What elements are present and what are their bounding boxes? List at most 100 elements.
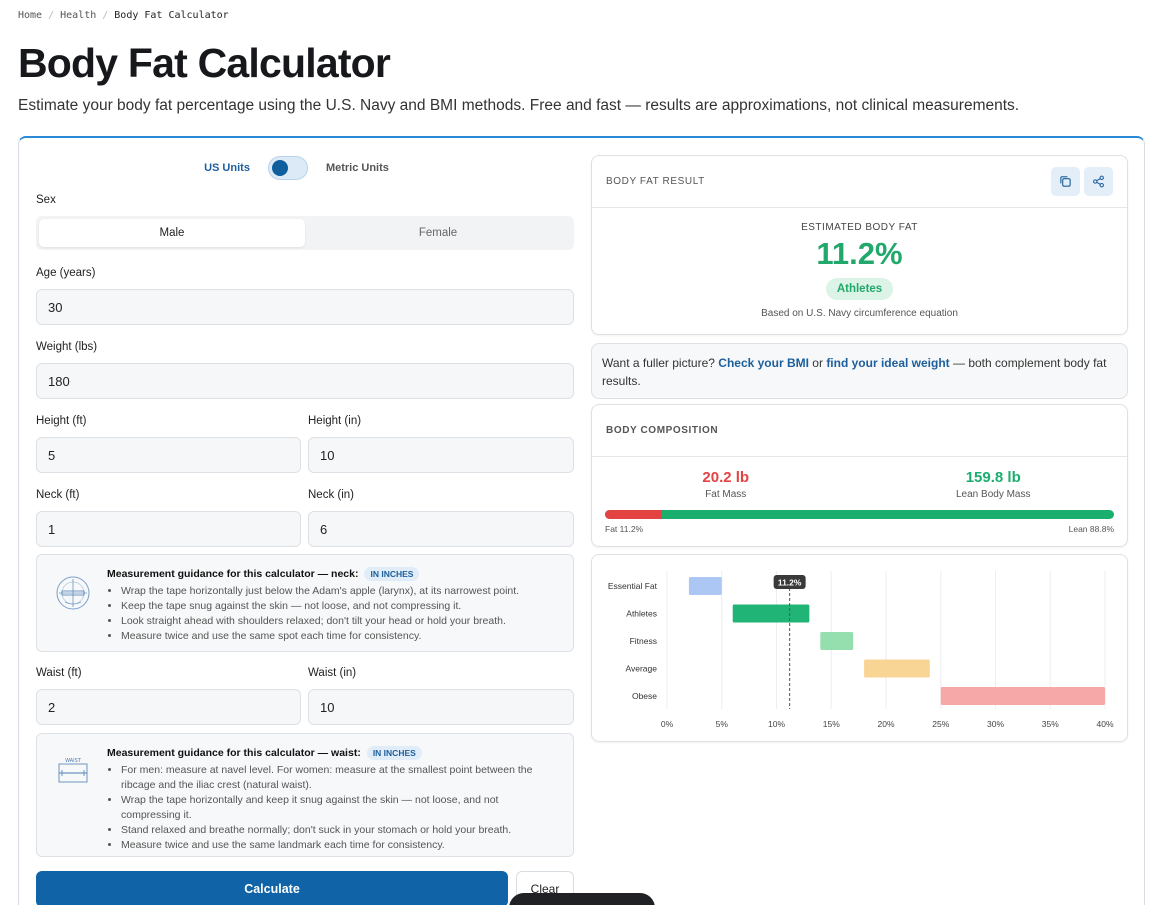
height-ft-input[interactable]: 5 [36, 437, 301, 473]
waist-icon-text: WAIST [65, 758, 82, 764]
fat-bar-fill [605, 510, 662, 519]
floating-toolbar[interactable] [509, 893, 655, 905]
breadcrumb-health[interactable]: Health [60, 10, 97, 21]
waist-guidance-list: For men: measure at navel level. For wom… [107, 763, 559, 853]
calculator-card: US Units Metric Units Sex Male Female Ag… [18, 136, 1145, 905]
related-tools-hint: Want a fuller picture? Check your BMI or… [591, 343, 1128, 399]
toggle-knob [271, 160, 288, 176]
weight-input[interactable]: 180 [36, 363, 574, 399]
x-tick-label: 5% [716, 719, 729, 729]
waist-ft-label: Waist (ft) [36, 667, 82, 679]
result-body: ESTIMATED BODY FAT 11.2% Athletes Based … [592, 208, 1127, 319]
sex-option-male[interactable]: Male [39, 219, 305, 247]
calculate-button[interactable]: Calculate [36, 871, 508, 905]
estimated-label: ESTIMATED BODY FAT [801, 222, 918, 233]
fat-mass-value: 20.2 lb [702, 469, 750, 486]
category-label: Obese [632, 691, 657, 701]
waist-in-label: Waist (in) [308, 667, 357, 679]
composition-values: 20.2 lb Fat Mass 159.8 lb Lean Body Mass [592, 457, 1127, 500]
list-item: Look straight ahead with shoulders relax… [121, 614, 559, 629]
hint-middle: or [808, 356, 827, 370]
category-label: Average [625, 664, 657, 674]
range-bar [688, 577, 722, 595]
page-title: Body Fat Calculator [18, 40, 391, 86]
list-item: Stand relaxed and breathe normally; don'… [121, 823, 559, 838]
ideal-weight-link[interactable]: find your ideal weight [826, 356, 950, 370]
sex-label: Sex [36, 194, 56, 206]
range-bar [820, 632, 854, 650]
neck-measure-icon [56, 576, 90, 610]
sex-selector: Male Female [36, 216, 574, 250]
page-subtitle: Estimate your body fat percentage using … [18, 97, 1020, 114]
age-label: Age (years) [36, 267, 96, 279]
composition-panel: BODY COMPOSITION 20.2 lb Fat Mass 159.8 … [591, 404, 1128, 547]
neck-ft-label: Neck (ft) [36, 489, 80, 501]
x-tick-label: 40% [1096, 719, 1113, 729]
share-button[interactable] [1084, 167, 1113, 196]
range-bar [940, 687, 1105, 705]
bmi-link[interactable]: Check your BMI [718, 356, 809, 370]
copy-icon [1060, 176, 1071, 187]
category-chart-panel: 0% 5% 10% 15% 20% 25% 30% 35% 40% Essential Fat At… [591, 554, 1128, 742]
result-actions [1051, 167, 1113, 196]
waist-guidance-heading: Measurement guidance for this calculator… [107, 747, 361, 759]
waist-unit-badge: IN INCHES [366, 746, 422, 760]
neck-in-label: Neck (in) [308, 489, 355, 501]
x-tick-label: 15% [823, 719, 840, 729]
list-item: Keep the tape snug against the skin — no… [121, 599, 559, 614]
sex-option-female[interactable]: Female [418, 227, 458, 239]
fat-mass-label: Fat Mass [705, 489, 747, 500]
category-label: Athletes [626, 609, 657, 619]
waist-guidance: WAIST Measurement guidance for this calc… [36, 733, 574, 857]
waist-measure-icon: WAIST [58, 758, 88, 783]
age-input[interactable]: 30 [36, 289, 574, 325]
neck-ft-input[interactable]: 1 [36, 511, 301, 547]
category-label: Essential Fat [608, 581, 658, 591]
result-marker-label: 11.2% [778, 578, 802, 588]
result-title: BODY FAT RESULT [606, 176, 705, 187]
composition-legend: Fat 11.2% Lean 88.8% [605, 524, 1114, 534]
breadcrumb-home[interactable]: Home [18, 10, 43, 21]
x-tick-label: 10% [768, 719, 785, 729]
result-header: BODY FAT RESULT [592, 156, 1127, 208]
body-fat-value: 11.2% [816, 236, 903, 271]
hint-suffix: — both complement body fat results. [602, 356, 1107, 388]
x-tick-label: 30% [987, 719, 1004, 729]
lean-legend: Lean 88.8% [1068, 524, 1114, 534]
range-bar [732, 604, 810, 623]
category-badge: Athletes [825, 278, 894, 300]
breadcrumb-separator: / [102, 10, 109, 21]
list-item: Wrap the tape horizontally just below th… [121, 584, 559, 599]
neck-guidance-title: Measurement guidance for this calculator… [107, 567, 559, 581]
height-in-label: Height (in) [308, 415, 362, 427]
list-item: Measure twice and use the same spot each… [121, 629, 559, 644]
neck-guidance-list: Wrap the tape horizontally just below th… [107, 584, 559, 644]
range-bar [864, 659, 930, 678]
waist-in-input[interactable]: 10 [308, 689, 574, 725]
x-tick-label: 20% [877, 719, 894, 729]
result-marker-tag [773, 575, 806, 589]
composition-header: BODY COMPOSITION [592, 405, 1127, 457]
height-in-input[interactable]: 10 [308, 437, 574, 473]
share-icon [1093, 175, 1104, 188]
waist-ft-input[interactable]: 2 [36, 689, 301, 725]
units-switch: US Units Metric Units [19, 156, 574, 180]
units-toggle[interactable] [267, 156, 308, 180]
list-item: Measure twice and use the same landmark … [121, 838, 559, 853]
us-units-label[interactable]: US Units [204, 162, 250, 174]
category-range-chart: 0% 5% 10% 15% 20% 25% 30% 35% 40% Essential Fat At… [608, 571, 1114, 729]
lean-mass-value: 159.8 lb [965, 469, 1021, 486]
height-ft-label: Height (ft) [36, 415, 87, 427]
result-panel: BODY FAT RESULT [591, 155, 1128, 335]
x-tick-label: 25% [932, 719, 949, 729]
neck-guidance-heading: Measurement guidance for this calculator… [107, 568, 359, 580]
hint-prefix: Want a fuller picture? [602, 356, 719, 370]
category-label: Fitness [630, 636, 657, 646]
neck-in-input[interactable]: 6 [308, 511, 574, 547]
copy-button[interactable] [1051, 167, 1080, 196]
lean-mass: 159.8 lb Lean Body Mass [860, 469, 1128, 500]
metric-units-label[interactable]: Metric Units [325, 162, 389, 174]
x-tick-label: 35% [1042, 719, 1059, 729]
composition-title: BODY COMPOSITION [606, 425, 719, 436]
fat-mass: 20.2 lb Fat Mass [592, 469, 860, 500]
